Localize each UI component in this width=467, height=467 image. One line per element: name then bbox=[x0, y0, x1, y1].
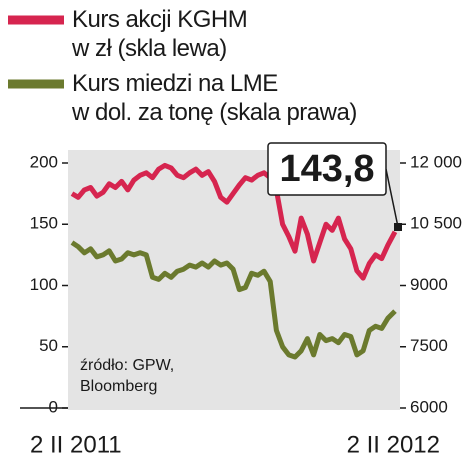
source-note: źródło: GPW, bbox=[80, 357, 174, 374]
legend-label: Kurs miedzi na LME w dol. za tonę (skala… bbox=[72, 70, 357, 126]
y2-tick-label: 10 500 bbox=[410, 214, 462, 233]
y-tick-label: 150 bbox=[30, 214, 58, 233]
value-label-box bbox=[267, 142, 387, 196]
legend-label: Kurs akcji KGHM w zł (skla lewa) bbox=[72, 6, 248, 62]
y-tick-label: 50 bbox=[39, 336, 58, 355]
y2-tick-label: 7500 bbox=[410, 336, 448, 355]
connector bbox=[385, 168, 399, 228]
series-line bbox=[70, 162, 398, 281]
y2-tick-label: 6000 bbox=[410, 397, 448, 416]
y2-tick-label: 12 000 bbox=[410, 152, 462, 171]
y2-tick-label: 9000 bbox=[410, 275, 448, 294]
x-tick-label: 2 II 2011 bbox=[30, 431, 122, 458]
y-tick-label: 100 bbox=[30, 275, 58, 294]
series-line bbox=[70, 240, 397, 360]
end-marker bbox=[394, 223, 402, 231]
x-tick-label: 2 II 2012 bbox=[347, 431, 440, 458]
y-tick-label: 200 bbox=[30, 152, 58, 171]
source-note: Bloomberg bbox=[80, 378, 157, 395]
y-tick-label: 0 bbox=[49, 397, 58, 416]
value-label: 143,8 bbox=[279, 148, 374, 190]
